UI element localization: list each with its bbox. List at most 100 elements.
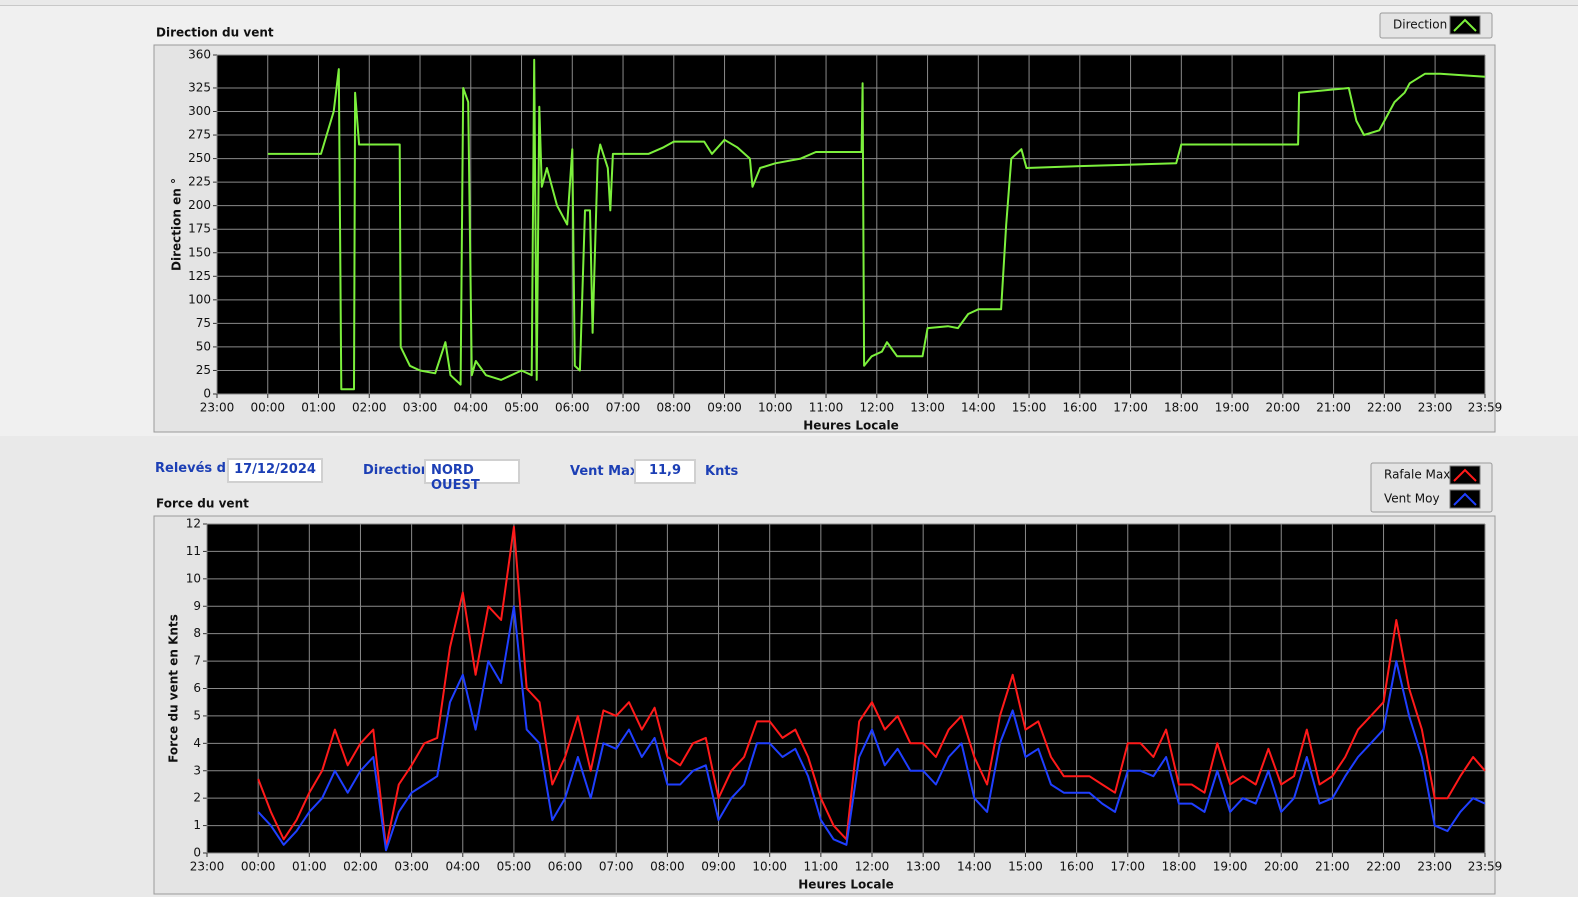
x-tick-label: 21:00 xyxy=(1315,860,1350,874)
legend-swatch xyxy=(1449,15,1481,35)
y-tick-label: 175 xyxy=(188,222,211,236)
x-tick-label: 14:00 xyxy=(957,860,992,874)
x-tick-label: 05:00 xyxy=(497,860,532,874)
x-tick-label: 05:00 xyxy=(504,401,539,415)
legend-icon xyxy=(1453,468,1477,482)
x-tick-label: 04:00 xyxy=(445,860,480,874)
y-tick-label: 0 xyxy=(203,387,211,401)
x-tick-label: 18:00 xyxy=(1162,860,1197,874)
x-tick-label: 20:00 xyxy=(1266,401,1301,415)
y-tick-label: 5 xyxy=(193,708,201,722)
x-axis-label: Heures Locale xyxy=(803,419,898,433)
max-field[interactable]: 11,9 xyxy=(634,459,696,484)
x-tick-label: 06:00 xyxy=(555,401,590,415)
y-tick-label: 7 xyxy=(193,654,201,668)
x-tick-label: 04:00 xyxy=(453,401,488,415)
x-tick-label: 13:00 xyxy=(910,401,945,415)
x-tick-label: 11:00 xyxy=(809,401,844,415)
x-axis-label: Heures Locale xyxy=(798,878,893,892)
chart-title: Direction du vent xyxy=(156,26,274,40)
x-tick-label: 07:00 xyxy=(599,860,634,874)
legend-swatch xyxy=(1449,465,1481,485)
x-tick-label: 13:00 xyxy=(906,860,941,874)
x-tick-label: 01:00 xyxy=(292,860,327,874)
x-tick-label: 21:00 xyxy=(1316,401,1351,415)
x-tick-label: 18:00 xyxy=(1164,401,1199,415)
legend-label: Direction xyxy=(1393,18,1447,32)
x-tick-label: 08:00 xyxy=(656,401,691,415)
legend-icon xyxy=(1453,18,1477,32)
y-tick-label: 100 xyxy=(188,292,211,306)
y-axis-label: Force du vent en Knts xyxy=(167,614,181,763)
plot-area xyxy=(217,55,1485,394)
x-tick-label: 12:00 xyxy=(855,860,890,874)
data-line xyxy=(267,58,1486,391)
y-tick-label: 0 xyxy=(193,846,201,860)
x-tick-label: 23:00 xyxy=(200,401,235,415)
y-tick-label: 2 xyxy=(193,791,201,805)
y-tick-label: 3 xyxy=(193,763,201,777)
max-label: Vent Max xyxy=(570,464,639,479)
y-axis-label: Direction en ° xyxy=(170,178,184,271)
x-tick-label: 20:00 xyxy=(1264,860,1299,874)
x-tick-label: 19:00 xyxy=(1215,401,1250,415)
x-tick-label: 23:59 xyxy=(1468,401,1503,415)
y-tick-label: 225 xyxy=(188,175,211,189)
x-tick-label: 03:00 xyxy=(403,401,438,415)
x-tick-label: 09:00 xyxy=(707,401,742,415)
legend-swatch xyxy=(1449,489,1481,509)
x-tick-label: 03:00 xyxy=(394,860,429,874)
y-tick-label: 75 xyxy=(196,316,211,330)
unit-label: Knts xyxy=(705,464,739,479)
x-tick-label: 07:00 xyxy=(606,401,641,415)
x-tick-label: 23:59 xyxy=(1468,860,1503,874)
x-tick-label: 22:00 xyxy=(1366,860,1401,874)
x-tick-label: 12:00 xyxy=(860,401,895,415)
date-label: Relevés du xyxy=(155,461,236,476)
y-tick-label: 8 xyxy=(193,626,201,640)
legend-icon xyxy=(1453,492,1477,506)
y-tick-label: 6 xyxy=(193,681,201,695)
x-tick-label: 19:00 xyxy=(1213,860,1248,874)
data-line xyxy=(257,605,1486,852)
legend-label: Vent Moy xyxy=(1384,492,1440,506)
y-tick-label: 125 xyxy=(188,269,211,283)
x-tick-label: 16:00 xyxy=(1063,401,1098,415)
x-tick-label: 06:00 xyxy=(548,860,583,874)
x-tick-label: 23:00 xyxy=(1417,860,1452,874)
chart-title: Force du vent xyxy=(156,497,249,511)
x-tick-label: 17:00 xyxy=(1113,401,1148,415)
x-tick-label: 17:00 xyxy=(1110,860,1145,874)
direction-field[interactable]: NORD OUEST xyxy=(424,459,520,493)
x-tick-label: 09:00 xyxy=(701,860,736,874)
data-line xyxy=(257,525,1486,849)
x-tick-label: 11:00 xyxy=(804,860,839,874)
y-tick-label: 1 xyxy=(193,818,201,832)
y-tick-label: 200 xyxy=(188,198,211,212)
x-tick-label: 10:00 xyxy=(752,860,787,874)
legend-label: Rafale Max xyxy=(1384,468,1450,482)
y-tick-label: 50 xyxy=(196,339,211,353)
x-tick-label: 14:00 xyxy=(961,401,996,415)
x-tick-label: 00:00 xyxy=(250,401,285,415)
x-tick-label: 00:00 xyxy=(241,860,276,874)
y-tick-label: 360 xyxy=(188,48,211,62)
y-tick-label: 10 xyxy=(186,571,201,585)
x-tick-label: 02:00 xyxy=(352,401,387,415)
x-tick-label: 23:00 xyxy=(190,860,225,874)
y-tick-label: 250 xyxy=(188,151,211,165)
y-tick-label: 275 xyxy=(188,128,211,142)
y-tick-label: 300 xyxy=(188,104,211,118)
x-tick-label: 15:00 xyxy=(1008,860,1043,874)
x-tick-label: 22:00 xyxy=(1367,401,1402,415)
x-tick-label: 16:00 xyxy=(1059,860,1094,874)
x-tick-label: 23:00 xyxy=(1418,401,1453,415)
y-tick-label: 325 xyxy=(188,80,211,94)
x-tick-label: 02:00 xyxy=(343,860,378,874)
date-field[interactable]: 17/12/2024 xyxy=(227,458,323,483)
x-tick-label: 01:00 xyxy=(301,401,336,415)
x-tick-label: 10:00 xyxy=(758,401,793,415)
y-tick-label: 25 xyxy=(196,363,211,377)
